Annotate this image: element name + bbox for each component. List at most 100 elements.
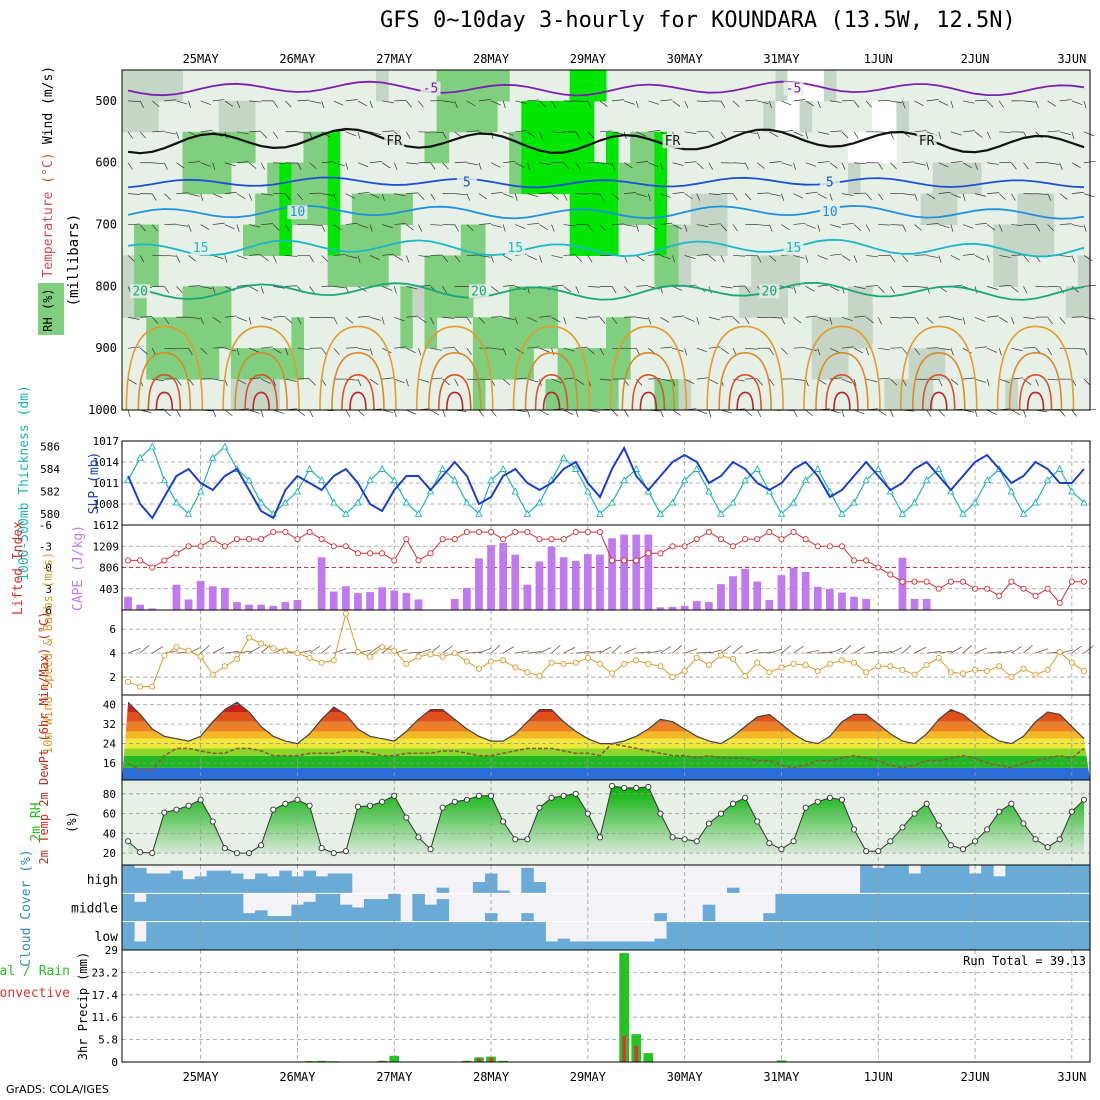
lifted-point (415, 557, 422, 564)
wind-barb (648, 130, 661, 133)
wind-barb (442, 316, 455, 319)
wind-barb (865, 316, 874, 324)
temp-fill-group (122, 702, 1090, 780)
wind-barb (1047, 130, 1060, 133)
wind-barb (164, 162, 168, 170)
rh-cell (956, 162, 970, 195)
wind-barb (406, 224, 414, 231)
wind-barb-10m (914, 646, 927, 654)
rh-cell (267, 193, 280, 226)
cloud-cell-middle (376, 899, 389, 922)
wind-barb (781, 193, 785, 201)
cloud-cell-high (134, 867, 147, 894)
lifted-point (887, 571, 894, 578)
wind-barb (853, 378, 857, 387)
cloud-cell-middle (848, 893, 861, 922)
lifted-point (173, 550, 180, 557)
wind-speed-point (548, 659, 555, 666)
wind-barb (781, 224, 790, 231)
wind-barb (1059, 193, 1068, 200)
rh2m-point (778, 846, 785, 853)
wind-barb (406, 378, 409, 387)
lifted-point (899, 578, 906, 585)
wind-barb (575, 316, 588, 320)
rh-cell (630, 193, 643, 226)
rh-cell (206, 162, 220, 195)
cape-bar (583, 554, 592, 610)
wind-barb (515, 347, 524, 354)
wind-barb (248, 286, 259, 292)
wind-barb (890, 224, 903, 226)
date-label-top: 28MAY (473, 52, 510, 66)
wind-barb (890, 162, 897, 170)
wind-barb (962, 317, 966, 325)
rh-cell (146, 100, 159, 133)
wind-barb (466, 317, 472, 325)
wind-barb (854, 315, 866, 318)
wind-barb (454, 193, 467, 196)
isotherm-label: 20 (132, 284, 148, 299)
cloud-cell-middle (884, 893, 897, 922)
rh2m-point (814, 798, 821, 805)
lifted-point (330, 543, 337, 550)
wind-barb (224, 409, 233, 416)
wind-barb (152, 162, 165, 165)
wind-barb-10m (164, 650, 179, 654)
temp-contour (825, 373, 859, 411)
cloud-cell-high (315, 876, 329, 894)
wind-speed-point (306, 654, 313, 661)
cloud-cell-high (969, 873, 982, 894)
lifted-point (524, 529, 531, 536)
rh-cell (545, 131, 559, 164)
wind-barb-10m (974, 647, 988, 654)
rh-cell (206, 348, 220, 380)
cloud-cell-low (218, 921, 232, 950)
wind-barb (587, 347, 595, 355)
cape-bar (922, 598, 931, 610)
millibars-label: (millibars) (66, 214, 82, 307)
thickness-point (801, 476, 810, 484)
rh-cell (339, 255, 353, 287)
cloud-cell-middle (932, 893, 946, 922)
rh-cell (1041, 224, 1055, 256)
wind-barb (188, 224, 192, 232)
wind-barb (805, 224, 816, 229)
rh2m-point (294, 796, 301, 803)
rh-cell (932, 348, 946, 380)
wind-barb (805, 162, 817, 167)
wind-barb (478, 255, 491, 258)
rh-cell (569, 379, 583, 411)
wind-barb (829, 409, 841, 414)
cape-bar (245, 604, 253, 610)
cloud-cell-high (243, 879, 256, 894)
temp-axis-label: 2m Temp 2m DewPt (6hr Min/Max) (°C) (37, 612, 51, 865)
rh-cell (218, 100, 232, 133)
isotherm-line (127, 80, 1085, 97)
rh-cell (122, 255, 135, 287)
temp-tick-label: 16 (103, 757, 116, 770)
wind-barb (950, 348, 954, 356)
rh-cell (327, 255, 341, 287)
cape-bar (148, 608, 157, 610)
rh2m-point (911, 810, 918, 817)
wind-speed-point (149, 683, 156, 690)
rh-cell (509, 348, 522, 380)
wind-barb (478, 162, 482, 170)
wind-barb (745, 378, 758, 380)
wind-barb (817, 255, 828, 260)
cape-tick-label: 806 (99, 562, 119, 575)
isotherm-label-bg (468, 284, 489, 299)
wind-barb (829, 253, 842, 256)
wind-barb (285, 348, 289, 356)
wind-barb (248, 409, 260, 414)
wind-barb (611, 317, 618, 325)
run-total-label: Run Total = 39.13 (963, 954, 1086, 968)
lifted-point (972, 585, 979, 592)
cloud-cell-low (848, 921, 861, 950)
wind-barb (321, 347, 327, 356)
wind-barb (829, 130, 842, 133)
lifted-point (270, 529, 277, 536)
cape-bar (402, 593, 411, 610)
rh-cell (1065, 286, 1079, 318)
cloud-cell-low (460, 921, 474, 950)
